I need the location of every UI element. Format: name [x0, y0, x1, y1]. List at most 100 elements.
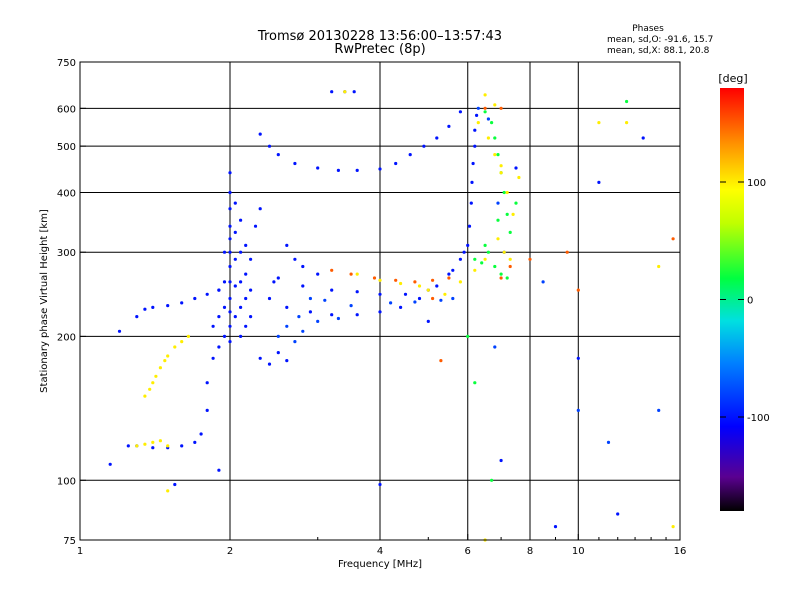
data-point [228, 190, 232, 195]
data-point [228, 296, 232, 301]
data-point [249, 257, 253, 261]
data-point [330, 288, 334, 292]
data-point [458, 110, 462, 114]
y-tick-label: 75 [63, 536, 76, 547]
data-point [417, 284, 422, 288]
data-point [496, 201, 500, 205]
data-point [323, 298, 327, 302]
data-point [239, 305, 243, 309]
data-point [217, 288, 221, 292]
data-point [483, 257, 487, 261]
data-point [606, 440, 611, 444]
x-axis-ticks: 1 2 4 6 8 10 16 [77, 534, 687, 557]
data-point [431, 278, 435, 282]
data-point [499, 272, 503, 276]
data-point [293, 340, 297, 344]
data-point [239, 334, 243, 338]
colorbar-tick-label: -100 [747, 413, 770, 424]
data-point [151, 381, 155, 385]
x-tick-label: 16 [674, 546, 687, 557]
data-point [316, 272, 320, 276]
data-point [435, 284, 439, 288]
data-point [417, 296, 422, 301]
data-point [514, 166, 518, 170]
data-point [447, 124, 451, 128]
data-point [244, 296, 248, 301]
data-point [272, 280, 276, 284]
stats-line-o: mean, sd,O: -91.6, 15.7 [607, 35, 713, 45]
data-point [576, 356, 580, 360]
data-point [505, 212, 509, 216]
x-tick-label: 4 [377, 546, 383, 557]
data-point [276, 153, 280, 157]
data-point [576, 408, 580, 412]
data-point [625, 99, 629, 104]
data-point [228, 237, 232, 241]
y-tick-label: 600 [57, 104, 76, 115]
data-point [186, 334, 190, 338]
data-point [151, 446, 155, 450]
data-point [126, 444, 130, 448]
stats-line-x: mean, sd,X: 88.1, 20.8 [607, 46, 710, 56]
data-point [117, 329, 122, 333]
data-point [349, 304, 353, 308]
data-point [267, 362, 272, 366]
data-point [233, 201, 237, 205]
data-point [180, 301, 184, 305]
data-point [378, 310, 382, 314]
data-point [355, 290, 359, 294]
chart-subtitle: RwPretec (8p) [334, 42, 425, 57]
data-point [163, 359, 167, 363]
data-point [205, 381, 209, 385]
data-point [426, 319, 430, 323]
x-axis-label: Frequency [MHz] [338, 559, 422, 570]
data-point [469, 201, 473, 205]
data-point [297, 315, 301, 319]
data-points [108, 90, 675, 542]
data-point [616, 512, 620, 516]
data-point [480, 261, 484, 265]
data-point [473, 257, 477, 261]
data-point [493, 103, 497, 107]
data-point [228, 207, 232, 211]
data-point [399, 305, 403, 309]
data-point [253, 224, 258, 228]
data-point [330, 268, 334, 272]
data-point [301, 329, 305, 333]
data-point [496, 237, 500, 241]
y-tick-label: 500 [57, 142, 76, 153]
data-point [499, 171, 503, 175]
data-point [399, 281, 403, 286]
y-tick-label: 200 [57, 332, 76, 343]
data-point [451, 268, 455, 272]
data-point [467, 224, 472, 228]
data-point [158, 439, 162, 443]
data-point [244, 324, 248, 328]
data-point [180, 340, 184, 344]
data-point [336, 168, 340, 172]
data-point [378, 167, 382, 171]
data-point [493, 345, 497, 349]
y-tick-label: 100 [57, 476, 76, 487]
data-point [143, 307, 147, 311]
data-point [394, 161, 398, 166]
y-tick-label: 750 [57, 58, 76, 69]
data-point [499, 458, 503, 463]
data-point [228, 310, 232, 314]
data-point [166, 489, 170, 493]
data-point [222, 334, 227, 338]
data-point [422, 144, 426, 148]
data-point [352, 90, 356, 94]
data-point [466, 334, 470, 338]
data-point [239, 218, 243, 222]
data-point [486, 136, 490, 140]
data-point [378, 292, 382, 296]
data-point [233, 257, 237, 261]
data-point [439, 298, 443, 302]
data-point [285, 359, 289, 363]
data-point [285, 305, 289, 309]
data-point [217, 468, 221, 472]
y-axis-label: Stationary phase Virtual Height [km] [39, 209, 50, 393]
data-point [151, 305, 155, 309]
data-point [657, 264, 661, 269]
